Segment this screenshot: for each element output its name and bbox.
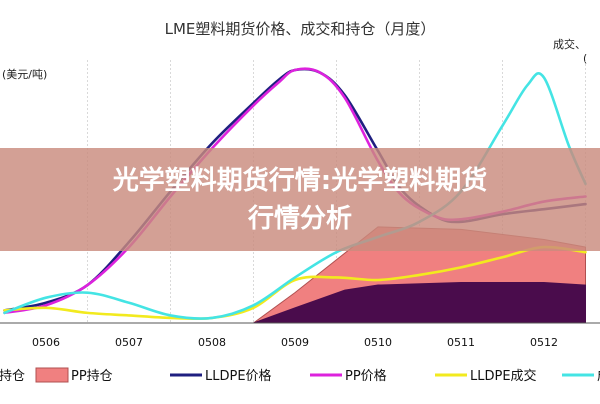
x-tick-label-0507: 0507: [115, 336, 143, 349]
legend-label-3: PP价格: [345, 368, 387, 384]
legend-item-0: 持仓: [0, 369, 25, 384]
legend-label-2: LLDPE价格: [205, 368, 272, 384]
overlay-line-2: 行情分析: [247, 203, 352, 234]
legend-item-4: LLDPE成交: [435, 368, 537, 384]
right-axis-label: 成交、: [553, 37, 586, 51]
x-tick-label-0510: 0510: [364, 336, 392, 349]
legend-background: [0, 362, 600, 400]
chart-title: LME塑料期货价格、成交和持仓（月度）: [165, 20, 436, 38]
area-series-lldpe--1: [253, 282, 586, 324]
legend-swatch-1: [35, 367, 69, 383]
legend-item-5: 成交: [562, 368, 600, 384]
legend-label-4: LLDPE成交: [470, 368, 537, 384]
overlay-band: [0, 148, 600, 251]
x-tick-label-0512: 0512: [530, 336, 558, 349]
legend-label-1: PP持仓: [71, 369, 113, 384]
chart-legend: 持仓 PP持仓 LLDPE价格 PP价格 LLDPE成交 成交: [0, 362, 600, 400]
legend-item-1: PP持仓: [35, 367, 113, 384]
x-tick-label-0506: 0506: [32, 336, 60, 349]
overlay-line-1: 光学塑料期货行情:光学塑料期货: [112, 165, 487, 196]
legend-label-0: 持仓: [0, 369, 25, 384]
legend-label-5: 成交: [597, 368, 600, 384]
legend-item-2: LLDPE价格: [170, 368, 272, 384]
right-axis-label-2: (: [583, 52, 587, 65]
left-axis-label: (美元/吨): [2, 68, 47, 81]
x-tick-label-0509: 0509: [281, 336, 309, 349]
x-tick-label-0508: 0508: [198, 336, 226, 349]
title-overlay-banner: 光学塑料期货行情:光学塑料期货 行情分析: [0, 148, 600, 251]
line-series-3: [3, 72, 587, 320]
legend-item-3: PP价格: [310, 368, 387, 384]
x-tick-labels: 0506 0507 0508 0509 0510 0511 0512: [32, 336, 558, 349]
x-tick-label-0511: 0511: [447, 336, 475, 349]
line-series-2: [3, 245, 587, 321]
